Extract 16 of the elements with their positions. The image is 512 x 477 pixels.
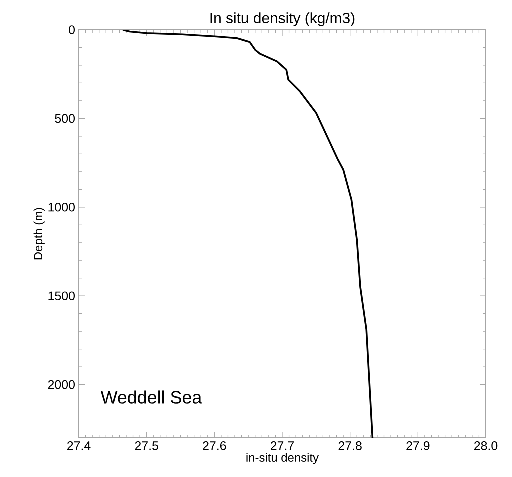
y-axis-title: Depth (m) — [34, 208, 45, 260]
y-tick-label: 1500 — [48, 292, 75, 300]
x-tick-label: 27.4 — [68, 442, 91, 450]
y-tick-label: 1000 — [48, 202, 75, 212]
y-tick-label: 0 — [69, 26, 75, 34]
x-tick-label: 28.0 — [474, 442, 498, 450]
x-tick-label: 27.5 — [135, 442, 158, 450]
chart-title: In situ density (kg/m3) — [210, 12, 355, 26]
x-axis-title: in-situ density — [246, 453, 319, 464]
x-tick-label: 27.7 — [271, 442, 294, 450]
y-tick-label: 2000 — [48, 380, 75, 390]
x-tick-label: 27.8 — [338, 442, 362, 450]
y-tick-label: 500 — [55, 114, 75, 124]
x-tick-label: 27.9 — [406, 442, 430, 450]
x-tick-label: 27.6 — [203, 442, 226, 450]
annotation: Weddell Sea — [100, 390, 202, 404]
